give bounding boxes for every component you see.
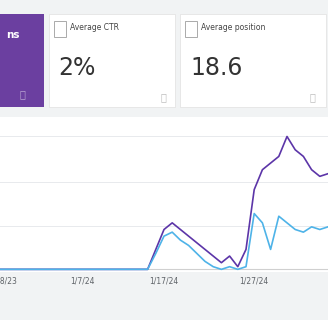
Text: 18.6: 18.6 — [191, 56, 243, 80]
Text: ns: ns — [7, 30, 20, 40]
FancyBboxPatch shape — [49, 14, 175, 107]
FancyBboxPatch shape — [185, 21, 197, 37]
FancyBboxPatch shape — [0, 14, 44, 107]
Text: Average position: Average position — [201, 23, 265, 32]
FancyBboxPatch shape — [54, 21, 66, 37]
Text: ⓘ: ⓘ — [309, 92, 315, 102]
Text: ⓘ: ⓘ — [19, 89, 25, 99]
Text: Average CTR: Average CTR — [70, 23, 118, 32]
FancyBboxPatch shape — [180, 14, 326, 107]
Text: ⓘ: ⓘ — [160, 92, 166, 102]
Text: 2%: 2% — [58, 56, 96, 80]
